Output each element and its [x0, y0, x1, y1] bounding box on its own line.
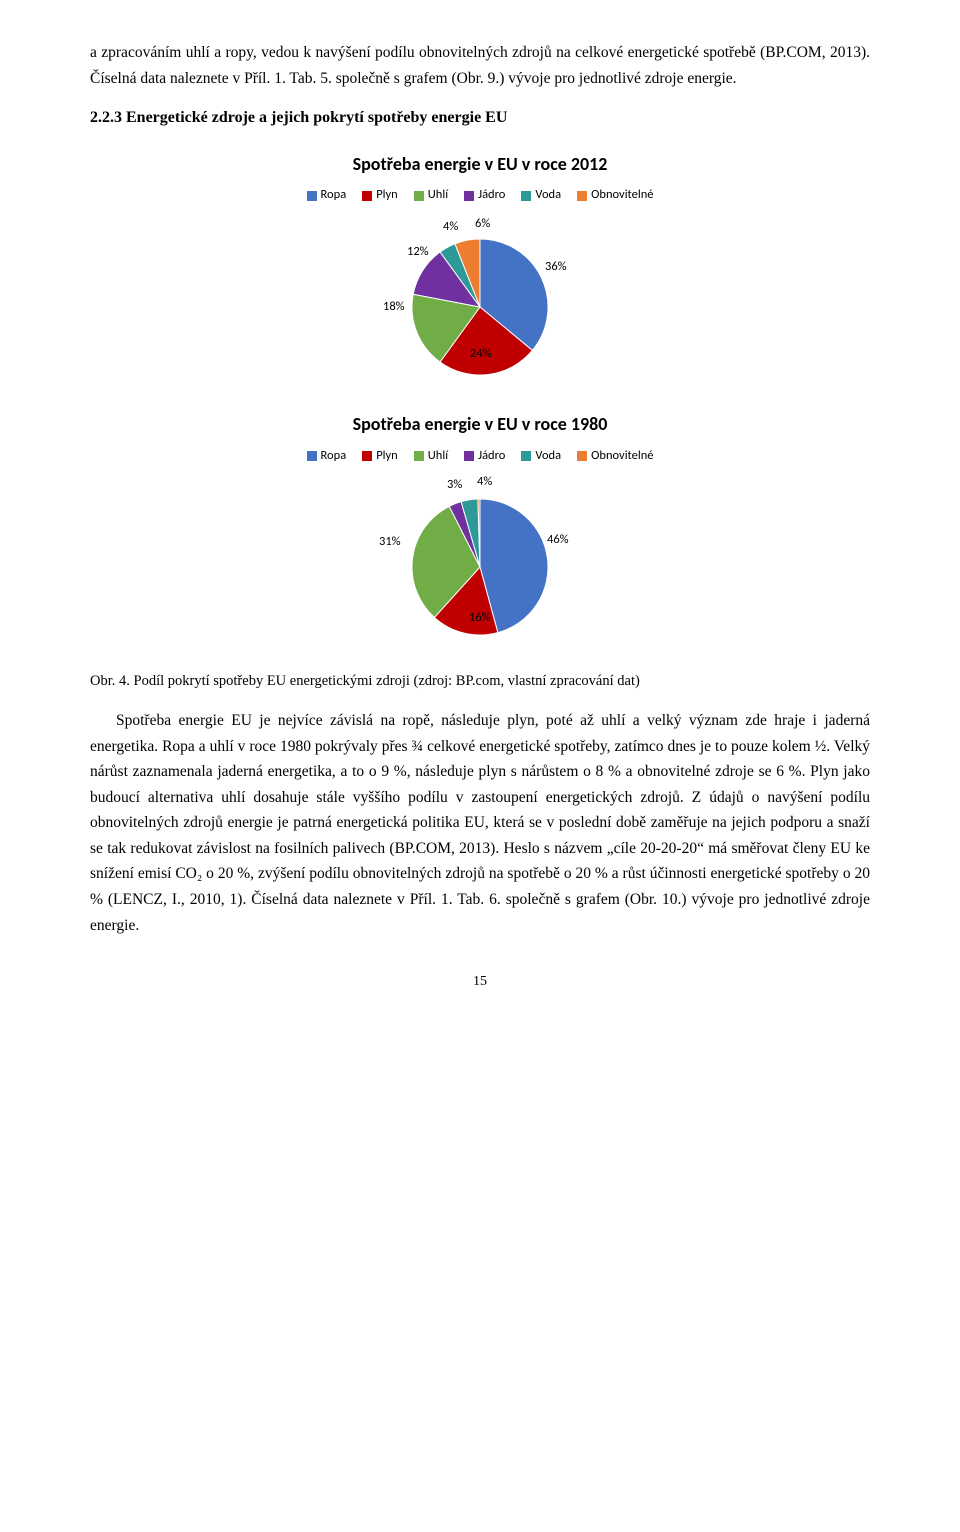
- pie-slice-label: 46%: [547, 530, 569, 551]
- pie-slice-label: 3%: [447, 475, 462, 496]
- legend-swatch: [521, 191, 531, 201]
- pie-slice-label: 24%: [470, 344, 492, 365]
- legend-item: Ropa: [307, 185, 347, 206]
- legend-item: Obnovitelné: [577, 185, 653, 206]
- legend-label: Uhlí: [428, 446, 448, 467]
- legend-label: Obnovitelné: [591, 446, 653, 467]
- chart-1980: Spotřeba energie v EU v roce 1980 Ropa Pl…: [90, 410, 870, 652]
- legend-item: Jádro: [464, 446, 505, 467]
- legend-item: Uhlí: [414, 185, 448, 206]
- legend-swatch: [521, 451, 531, 461]
- legend-item: Obnovitelné: [577, 446, 653, 467]
- pie-slice-label: 36%: [545, 257, 567, 278]
- legend-label: Plyn: [376, 185, 398, 206]
- legend-swatch: [362, 191, 372, 201]
- legend-swatch: [464, 191, 474, 201]
- legend-item: Jádro: [464, 185, 505, 206]
- legend-swatch: [362, 451, 372, 461]
- pie-slice-label: 12%: [407, 242, 429, 263]
- pie-slice-label: 16%: [469, 608, 491, 629]
- pie-slice-label: 18%: [383, 297, 405, 318]
- pie-slice-label: 6%: [475, 214, 490, 235]
- pie-chart: 36% 24% 18% 12% 4% 6%: [365, 212, 595, 392]
- legend-swatch: [464, 451, 474, 461]
- legend-label: Voda: [535, 446, 561, 467]
- legend-label: Ropa: [321, 185, 347, 206]
- legend-item: Uhlí: [414, 446, 448, 467]
- figure-caption: Obr. 4. Podíl pokrytí spotřeby EU energe…: [90, 670, 870, 694]
- pie-slice-label: 4%: [477, 472, 492, 493]
- legend-swatch: [577, 451, 587, 461]
- chart-legend: Ropa Plyn Uhlí Jádro Voda Obnovitelné: [90, 446, 870, 467]
- legend-label: Plyn: [376, 446, 398, 467]
- legend-item: Plyn: [362, 185, 398, 206]
- legend-swatch: [414, 191, 424, 201]
- legend-item: Ropa: [307, 446, 347, 467]
- chart-title: Spotřeba energie v EU v roce 2012: [90, 150, 870, 180]
- legend-swatch: [307, 191, 317, 201]
- legend-swatch: [577, 191, 587, 201]
- legend-item: Voda: [521, 446, 561, 467]
- chart-title: Spotřeba energie v EU v roce 1980: [90, 410, 870, 440]
- legend-swatch: [414, 451, 424, 461]
- legend-swatch: [307, 451, 317, 461]
- legend-label: Jádro: [478, 185, 505, 206]
- legend-label: Ropa: [321, 446, 347, 467]
- pie-slice-label: 4%: [443, 217, 458, 238]
- legend-label: Uhlí: [428, 185, 448, 206]
- section-heading: 2.2.3 Energetické zdroje a jejich pokryt…: [90, 105, 870, 131]
- chart-2012: Spotřeba energie v EU v roce 2012 Ropa Pl…: [90, 150, 870, 392]
- legend-item: Plyn: [362, 446, 398, 467]
- legend-item: Voda: [521, 185, 561, 206]
- pie-chart: 46% 16% 31% 3% 4%: [365, 472, 595, 652]
- chart-legend: Ropa Plyn Uhlí Jádro Voda Obnovitelné: [90, 185, 870, 206]
- pie-slice-label: 31%: [379, 532, 401, 553]
- intro-paragraph: a zpracováním uhlí a ropy, vedou k navýš…: [90, 40, 870, 91]
- page-number: 15: [90, 970, 870, 993]
- legend-label: Jádro: [478, 446, 505, 467]
- legend-label: Obnovitelné: [591, 185, 653, 206]
- body-paragraph: Spotřeba energie EU je nejvíce závislá n…: [90, 708, 870, 938]
- legend-label: Voda: [535, 185, 561, 206]
